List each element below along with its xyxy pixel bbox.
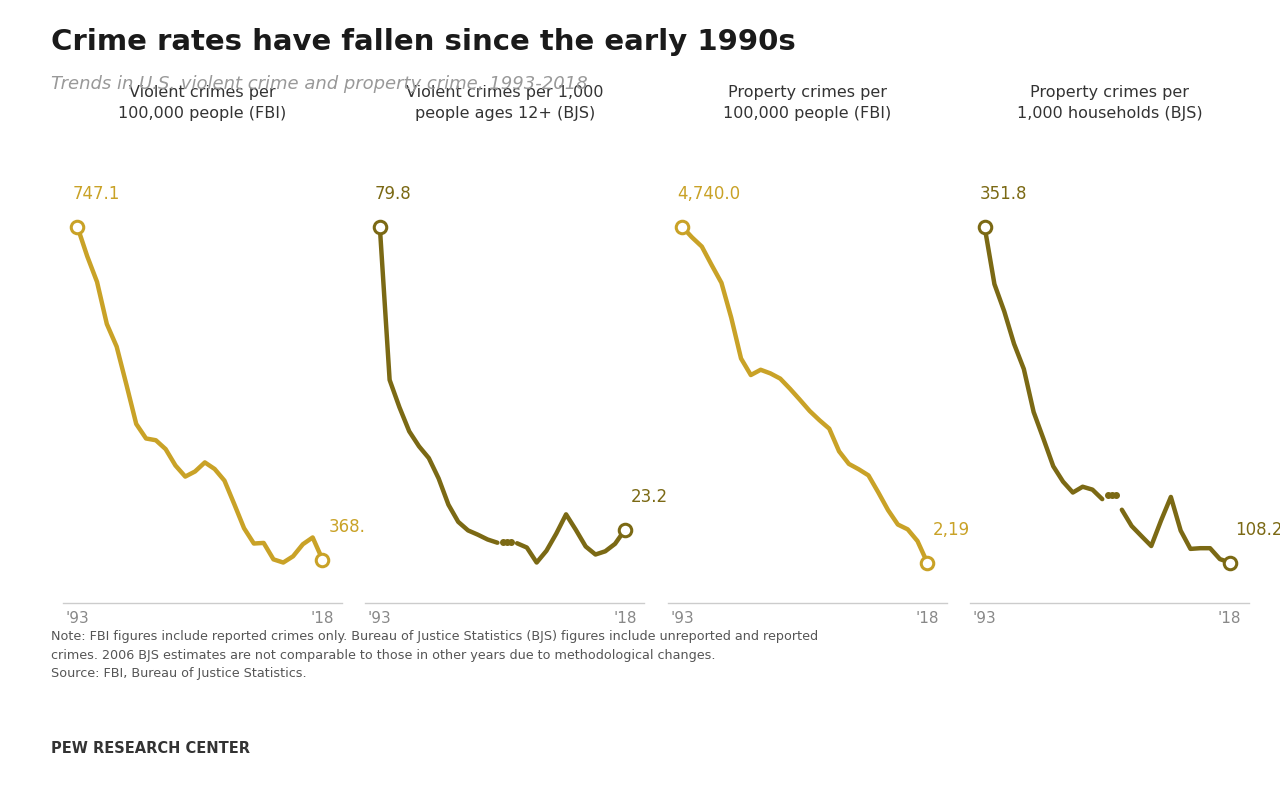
- Text: 23.2: 23.2: [631, 489, 668, 507]
- Text: PEW RESEARCH CENTER: PEW RESEARCH CENTER: [51, 741, 250, 756]
- Text: Note: FBI figures include reported crimes only. Bureau of Justice Statistics (BJ: Note: FBI figures include reported crime…: [51, 630, 818, 680]
- Text: 108.2: 108.2: [1235, 521, 1280, 539]
- Text: 2,199.5: 2,199.5: [933, 521, 997, 539]
- Text: 351.8: 351.8: [979, 185, 1028, 203]
- Title: Violent crimes per 1,000
people ages 12+ (BJS): Violent crimes per 1,000 people ages 12+…: [406, 85, 604, 121]
- Text: Trends in U.S. violent crime and property crime, 1993-2018: Trends in U.S. violent crime and propert…: [51, 75, 588, 93]
- Text: Crime rates have fallen since the early 1990s: Crime rates have fallen since the early …: [51, 28, 796, 56]
- Text: 747.1: 747.1: [73, 185, 120, 203]
- Text: 368.9: 368.9: [329, 518, 376, 536]
- Title: Violent crimes per
100,000 people (FBI): Violent crimes per 100,000 people (FBI): [118, 85, 287, 121]
- Title: Property crimes per
1,000 households (BJS): Property crimes per 1,000 households (BJ…: [1016, 85, 1202, 121]
- Text: 4,740.0: 4,740.0: [677, 185, 740, 203]
- Text: 79.8: 79.8: [375, 185, 412, 203]
- Title: Property crimes per
100,000 people (FBI): Property crimes per 100,000 people (FBI): [723, 85, 891, 121]
